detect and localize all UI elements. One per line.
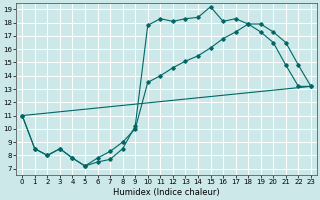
X-axis label: Humidex (Indice chaleur): Humidex (Indice chaleur): [113, 188, 220, 197]
